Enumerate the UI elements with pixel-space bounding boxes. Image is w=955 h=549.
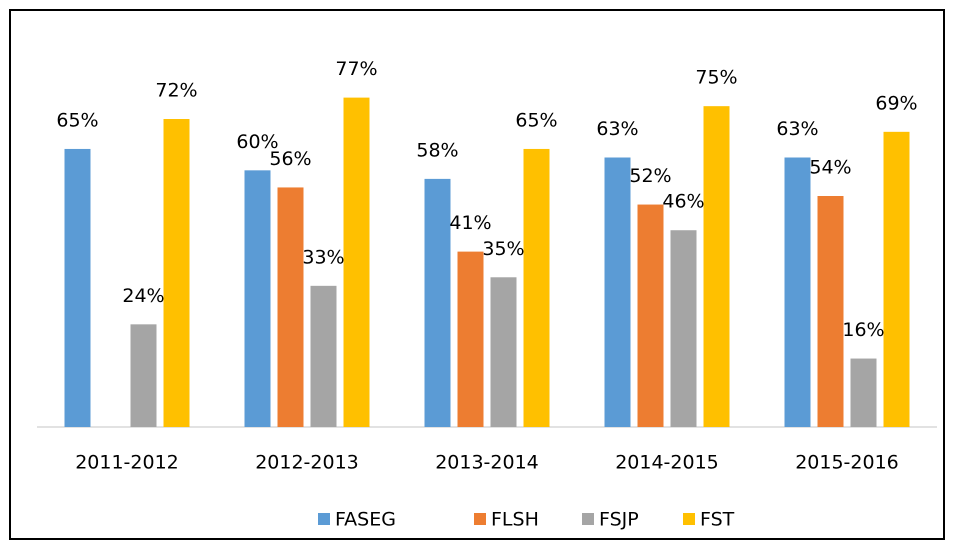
legend-label: FSJP: [599, 509, 639, 531]
bar: [850, 358, 877, 427]
x-tick-label: 2014-2015: [615, 452, 719, 474]
bar: [490, 277, 517, 427]
data-label: 63%: [776, 118, 818, 140]
legend-label: FASEG: [335, 509, 396, 531]
bar: [883, 131, 910, 428]
bar: [637, 204, 664, 427]
bar: [424, 178, 451, 427]
bar: [310, 285, 337, 427]
bar: [523, 148, 550, 427]
bar: [784, 157, 811, 427]
bar: [130, 324, 157, 427]
bar: [64, 148, 91, 427]
data-label: 65%: [56, 109, 98, 131]
legend-swatch: [474, 513, 486, 525]
x-tick-label: 2012-2013: [255, 452, 359, 474]
x-tick-label: 2013-2014: [435, 452, 539, 474]
bar: [670, 230, 697, 427]
data-label: 35%: [482, 238, 524, 260]
legend-label: FLSH: [491, 509, 539, 531]
legend-swatch: [582, 513, 594, 525]
data-label: 77%: [335, 58, 377, 80]
legend-swatch: [318, 513, 330, 525]
bar: [457, 251, 484, 427]
data-label: 16%: [842, 319, 884, 341]
data-label: 54%: [809, 157, 851, 179]
x-tick-label: 2011-2012: [75, 452, 179, 474]
bar: [817, 196, 844, 427]
bar: [163, 119, 190, 427]
data-label: 75%: [695, 67, 737, 89]
data-label: 33%: [302, 246, 344, 268]
bar: [604, 157, 631, 427]
data-label: 72%: [155, 80, 197, 102]
data-label: 24%: [122, 285, 164, 307]
bar: [277, 187, 304, 427]
legend-label: FST: [700, 509, 735, 531]
bar: [343, 97, 370, 427]
legend-swatch: [683, 513, 695, 525]
data-label: 58%: [416, 139, 458, 161]
data-label: 60%: [236, 131, 278, 153]
bar: [703, 106, 730, 428]
data-label: 63%: [596, 118, 638, 140]
data-label: 52%: [629, 165, 671, 187]
bar: [244, 170, 271, 428]
data-label: 46%: [662, 191, 704, 213]
data-label: 65%: [515, 109, 557, 131]
x-tick-label: 2015-2016: [795, 452, 899, 474]
data-label: 56%: [269, 148, 311, 170]
data-label: 41%: [449, 212, 491, 234]
data-label: 69%: [875, 92, 917, 114]
